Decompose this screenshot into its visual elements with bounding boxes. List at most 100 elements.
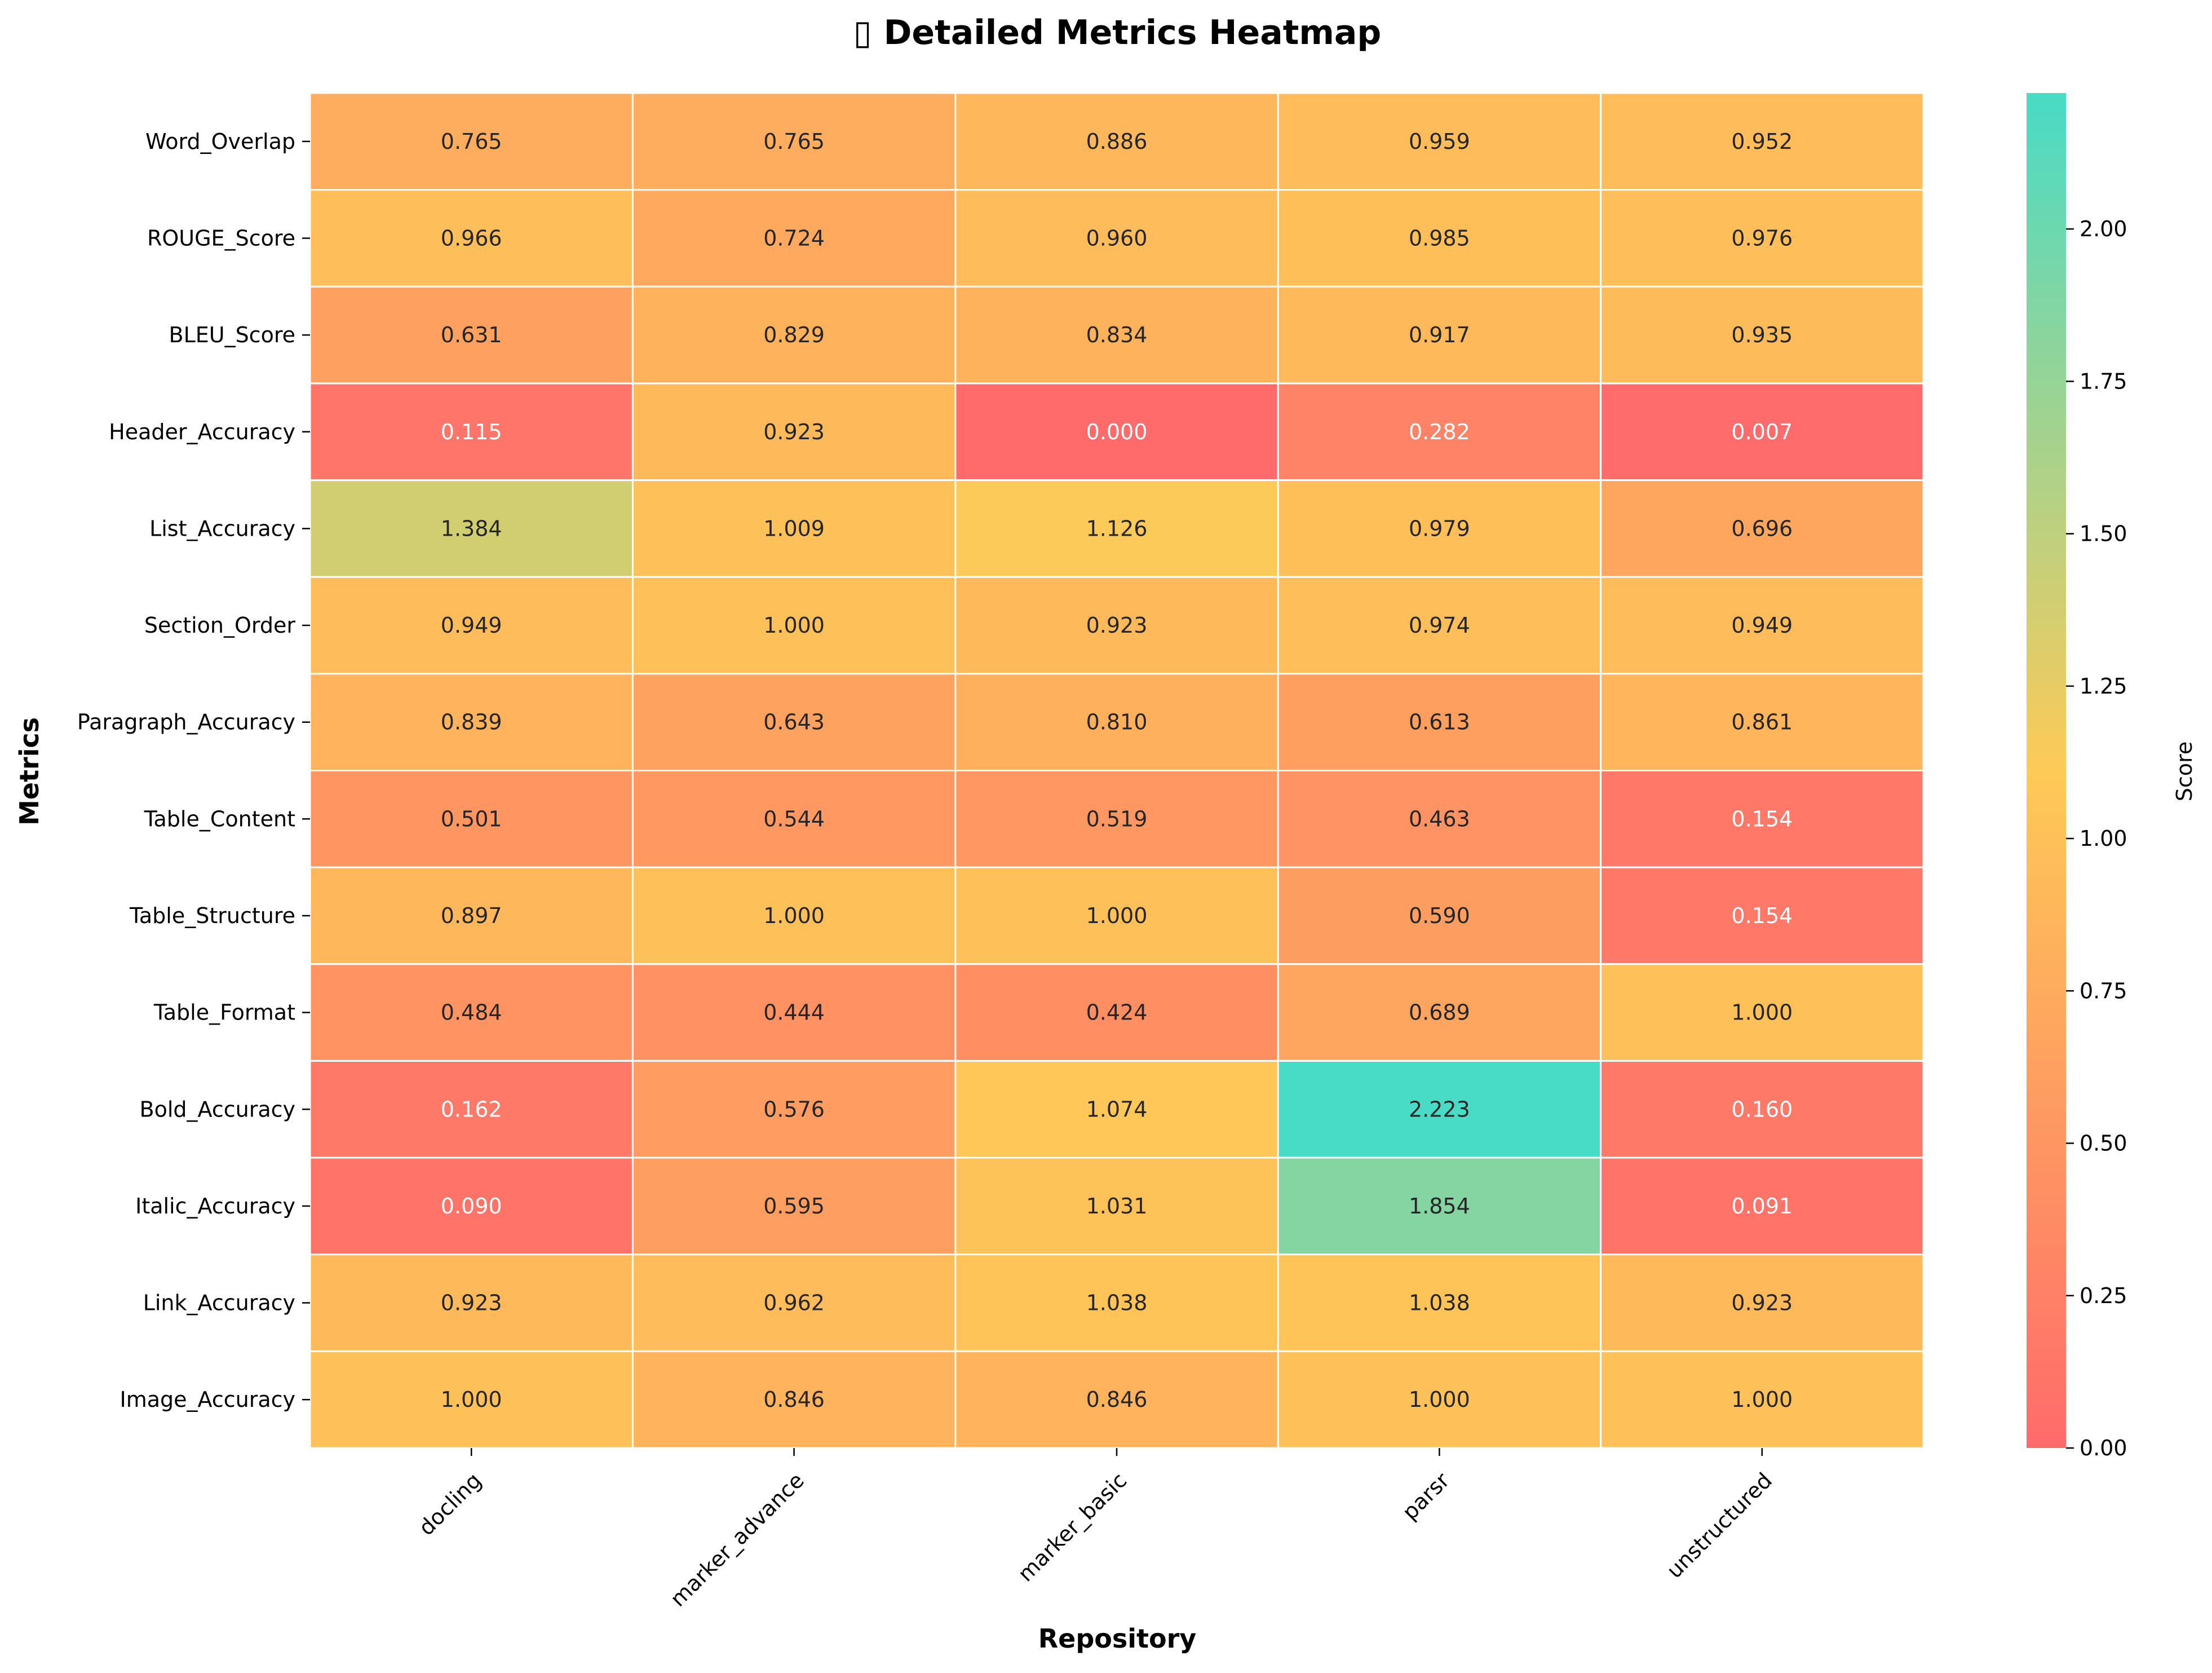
cell-value-label: 0.949 — [441, 613, 502, 638]
y-tick-label: Word_Overlap — [145, 129, 295, 154]
heatmap-cell — [1277, 1060, 1602, 1159]
y-tick-label: BLEU_Score — [169, 323, 296, 347]
cell-value-label: 1.000 — [1086, 903, 1148, 928]
heatmap-cell — [954, 479, 1279, 578]
x-tick-label: docling — [414, 1468, 486, 1540]
heatmap-cell — [631, 1350, 957, 1449]
cell-value-label: 0.829 — [763, 323, 825, 347]
colorbar-tick-label: 1.00 — [2080, 826, 2127, 851]
heatmap-cell — [1277, 1350, 1602, 1449]
cell-value-label: 0.979 — [1409, 516, 1470, 541]
heatmap-cell — [1277, 382, 1602, 482]
cell-value-label: 0.000 — [1086, 420, 1148, 444]
cell-value-label: 0.846 — [763, 1387, 825, 1412]
cell-value-label: 0.810 — [1086, 710, 1148, 735]
x-tick-label: parsr — [1397, 1468, 1454, 1525]
chart-title: ▯ Detailed Metrics Heatmap — [853, 13, 1382, 52]
y-tick-label: Table_Format — [153, 1000, 295, 1025]
cell-value-label: 0.689 — [1409, 1000, 1470, 1025]
cell-value-label: 0.976 — [1731, 226, 1793, 250]
x-tick-label: marker_advance — [665, 1468, 809, 1612]
heatmap-cell — [631, 1156, 957, 1256]
heatmap-cell — [1600, 479, 1925, 578]
cell-value-label: 0.154 — [1731, 903, 1793, 928]
heatmap-cell — [954, 1350, 1279, 1449]
y-tick-label: ROUGE_Score — [147, 226, 295, 250]
heatmap-cell — [1600, 1060, 1925, 1159]
cell-value-label: 1.000 — [763, 613, 825, 638]
y-tick-label: Link_Accuracy — [143, 1291, 295, 1316]
cell-value-label: 0.007 — [1731, 420, 1793, 444]
heatmap-cell — [954, 963, 1279, 1062]
heatmap-cell — [631, 963, 957, 1062]
heatmap-cell — [1277, 576, 1602, 675]
cell-value-label: 1.000 — [441, 1387, 502, 1412]
heatmap-cell — [1600, 576, 1925, 675]
heatmap-cell — [954, 189, 1279, 288]
cell-value-label: 0.424 — [1086, 1000, 1148, 1025]
cell-value-label: 0.985 — [1409, 226, 1470, 250]
heatmap-cell — [954, 92, 1279, 191]
colorbar-tick-label: 0.00 — [2080, 1436, 2127, 1460]
heatmap-cell — [1600, 770, 1925, 868]
heatmap-cell — [309, 92, 634, 191]
heatmap-cell — [1600, 285, 1925, 385]
cell-value-label: 0.576 — [763, 1097, 825, 1122]
cell-value-label: 0.949 — [1731, 613, 1793, 638]
colorbar-tick-label: 0.50 — [2080, 1131, 2127, 1156]
colorbar-tick-label: 1.75 — [2080, 369, 2127, 394]
y-tick-label: Section_Order — [144, 613, 296, 638]
colorbar-label: Score — [2172, 741, 2197, 801]
cell-value-label: 0.162 — [441, 1097, 502, 1122]
cell-value-label: 0.282 — [1409, 420, 1470, 444]
heatmap-cell — [1600, 1253, 1925, 1352]
heatmap-cell — [309, 673, 634, 772]
y-tick-label: List_Accuracy — [149, 516, 295, 541]
cell-value-label: 0.917 — [1409, 323, 1470, 347]
y-tick-label: Paragraph_Accuracy — [77, 710, 295, 735]
x-axis-label: Repository — [1038, 1623, 1197, 1654]
y-tick-label: Header_Accuracy — [109, 420, 295, 444]
heatmap-cell — [954, 770, 1279, 868]
y-tick-label: Table_Content — [144, 806, 295, 831]
y-tick-label: Bold_Accuracy — [140, 1097, 295, 1122]
cell-value-label: 1.038 — [1409, 1291, 1470, 1316]
heatmap-cell — [1600, 1350, 1925, 1449]
cell-value-label: 0.696 — [1731, 516, 1793, 541]
cell-value-label: 0.923 — [441, 1291, 502, 1316]
heatmap-cell — [631, 770, 957, 868]
cell-value-label: 0.595 — [763, 1194, 825, 1219]
cell-value-label: 0.952 — [1731, 129, 1793, 154]
cell-value-label: 0.501 — [441, 806, 502, 831]
cell-value-label: 0.834 — [1086, 323, 1148, 347]
cell-value-label: 0.154 — [1731, 806, 1793, 831]
cell-value-label: 0.962 — [763, 1291, 825, 1316]
cell-value-label: 1.384 — [441, 516, 502, 541]
cell-value-label: 0.861 — [1731, 710, 1793, 735]
cell-value-label: 0.590 — [1409, 903, 1470, 928]
heatmap-cell — [1600, 963, 1925, 1062]
cell-value-label: 0.959 — [1409, 129, 1470, 154]
colorbar-tick-label: 1.25 — [2080, 674, 2127, 699]
cell-value-label: 0.923 — [763, 420, 825, 444]
heatmap-cell — [309, 770, 634, 868]
colorbar-tick-label: 0.75 — [2080, 978, 2127, 1003]
cell-value-label: 0.765 — [763, 129, 825, 154]
heatmap-cell — [1600, 382, 1925, 482]
heatmap-cell — [1277, 92, 1602, 191]
cell-value-label: 1.074 — [1086, 1097, 1148, 1122]
cell-value-label: 0.923 — [1086, 613, 1148, 638]
cell-value-label: 1.126 — [1086, 516, 1148, 541]
colorbar: 0.00 0.25 0.50 0.75 1.00 1.25 1.50 1.75 2.00 Sco… — [2027, 93, 2197, 1460]
cell-value-label: 0.631 — [441, 323, 502, 347]
heatmap-cell — [954, 382, 1279, 482]
colorbar-tick-label: 2.00 — [2080, 217, 2127, 241]
heatmap-cell — [631, 285, 957, 385]
heatmap-grid: 0.765 0.765 0.886 0.959 0.952 0.966 0.724 0.960… — [309, 92, 1925, 1449]
heatmap-cell — [954, 866, 1279, 965]
cell-value-label: 0.484 — [441, 1000, 502, 1025]
cell-value-label: 0.960 — [1086, 226, 1148, 250]
cell-value-label: 0.519 — [1086, 806, 1148, 831]
cell-value-label: 0.966 — [441, 226, 502, 250]
heatmap-cell — [1600, 866, 1925, 965]
